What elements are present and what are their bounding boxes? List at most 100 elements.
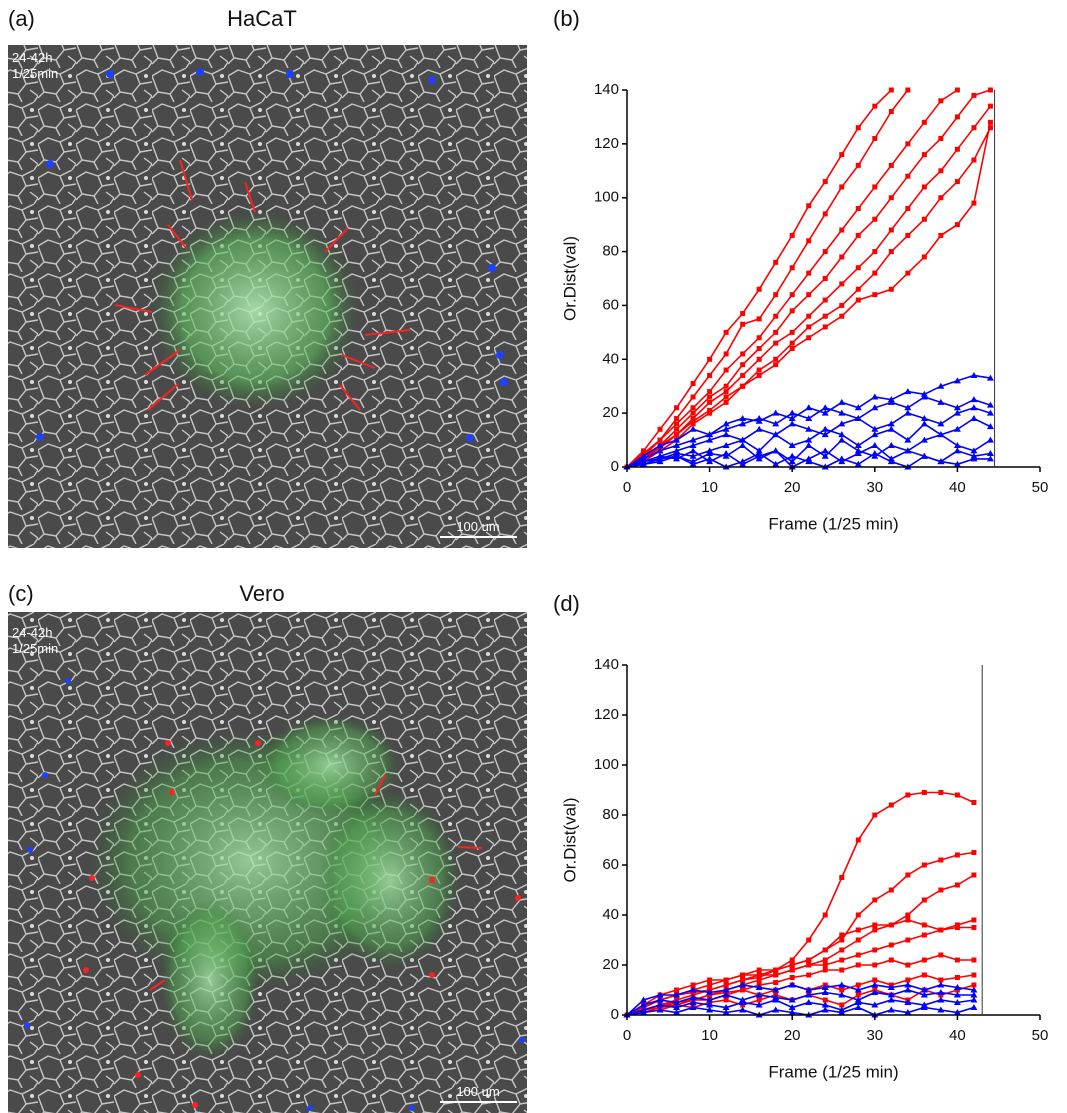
marker <box>938 232 944 238</box>
y-tick-label: 60 <box>602 856 619 873</box>
marker <box>888 942 894 948</box>
marker <box>822 276 828 281</box>
marker <box>723 982 729 988</box>
marker <box>806 203 812 209</box>
marker <box>673 436 681 443</box>
marker <box>921 184 927 190</box>
marker <box>755 450 763 457</box>
marker <box>887 420 895 427</box>
marker <box>722 431 730 438</box>
marker <box>740 987 746 993</box>
marker <box>855 162 861 168</box>
marker <box>740 383 746 389</box>
marker <box>888 109 894 115</box>
marker <box>954 792 960 798</box>
marker <box>806 270 812 276</box>
series-line <box>626 989 974 1016</box>
marker <box>689 986 697 993</box>
marker <box>887 1006 895 1013</box>
marker <box>773 980 779 985</box>
marker <box>673 1004 681 1010</box>
marker <box>740 977 746 983</box>
marker <box>821 447 829 454</box>
marker <box>854 415 862 422</box>
marker <box>953 441 961 448</box>
marker <box>905 912 911 918</box>
marker <box>920 420 928 427</box>
x-tick-label: 0 <box>623 1027 631 1044</box>
marker <box>921 922 927 928</box>
marker <box>905 232 911 238</box>
marker <box>788 420 796 427</box>
marker <box>755 425 763 432</box>
marker <box>723 977 729 983</box>
marker <box>789 265 795 271</box>
marker <box>937 1006 945 1013</box>
marker <box>674 426 680 432</box>
marker <box>706 989 714 995</box>
y-tick-label: 20 <box>602 956 619 973</box>
marker <box>937 398 945 405</box>
marker <box>821 409 829 416</box>
x-tick-label: 50 <box>1032 1027 1049 1044</box>
marker <box>707 389 713 395</box>
marker <box>805 415 813 422</box>
marker <box>971 92 977 98</box>
marker <box>772 409 780 416</box>
panel-label: (a) <box>8 6 35 31</box>
marker <box>855 297 861 303</box>
marker <box>690 418 696 424</box>
y-tick-label: 120 <box>594 135 619 152</box>
marker <box>722 986 730 993</box>
marker <box>920 452 928 459</box>
marker <box>773 356 779 362</box>
marker <box>872 216 878 222</box>
marker <box>788 452 796 459</box>
marker <box>822 962 828 968</box>
marker <box>937 420 945 427</box>
micrograph <box>8 612 527 1113</box>
marker <box>805 425 813 432</box>
marker <box>789 329 795 335</box>
x-tick-label: 40 <box>949 1027 966 1044</box>
marker <box>888 922 894 928</box>
marker <box>641 448 647 454</box>
marker <box>839 152 845 158</box>
marker <box>855 952 861 958</box>
marker <box>656 991 664 998</box>
marker <box>838 398 846 405</box>
marker <box>822 297 828 303</box>
marker <box>971 917 977 923</box>
marker <box>855 962 861 968</box>
marker <box>805 986 813 993</box>
marker <box>740 362 746 368</box>
marker <box>756 346 762 352</box>
marker <box>938 168 944 174</box>
marker <box>822 957 828 963</box>
marker <box>905 173 911 179</box>
y-tick-label: 0 <box>611 458 619 475</box>
marker <box>986 436 994 443</box>
marker <box>673 441 681 448</box>
marker <box>971 872 977 878</box>
marker <box>937 458 945 465</box>
marker <box>855 927 861 933</box>
marker <box>904 981 912 988</box>
x-tick-label: 20 <box>784 479 801 496</box>
marker <box>871 989 879 995</box>
marker <box>838 436 846 443</box>
marker <box>674 987 680 993</box>
marker <box>905 205 911 211</box>
marker <box>723 383 729 389</box>
panel-label: (d) <box>553 591 580 616</box>
marker <box>739 458 747 465</box>
y-tick-label: 40 <box>602 906 619 923</box>
marker <box>821 989 829 995</box>
marker <box>822 947 828 953</box>
marker <box>822 912 828 918</box>
series-line <box>626 919 975 1016</box>
x-tick-label: 30 <box>866 1027 883 1044</box>
x-tick-label: 10 <box>701 1027 718 1044</box>
marker <box>740 351 746 357</box>
marker <box>740 311 746 317</box>
